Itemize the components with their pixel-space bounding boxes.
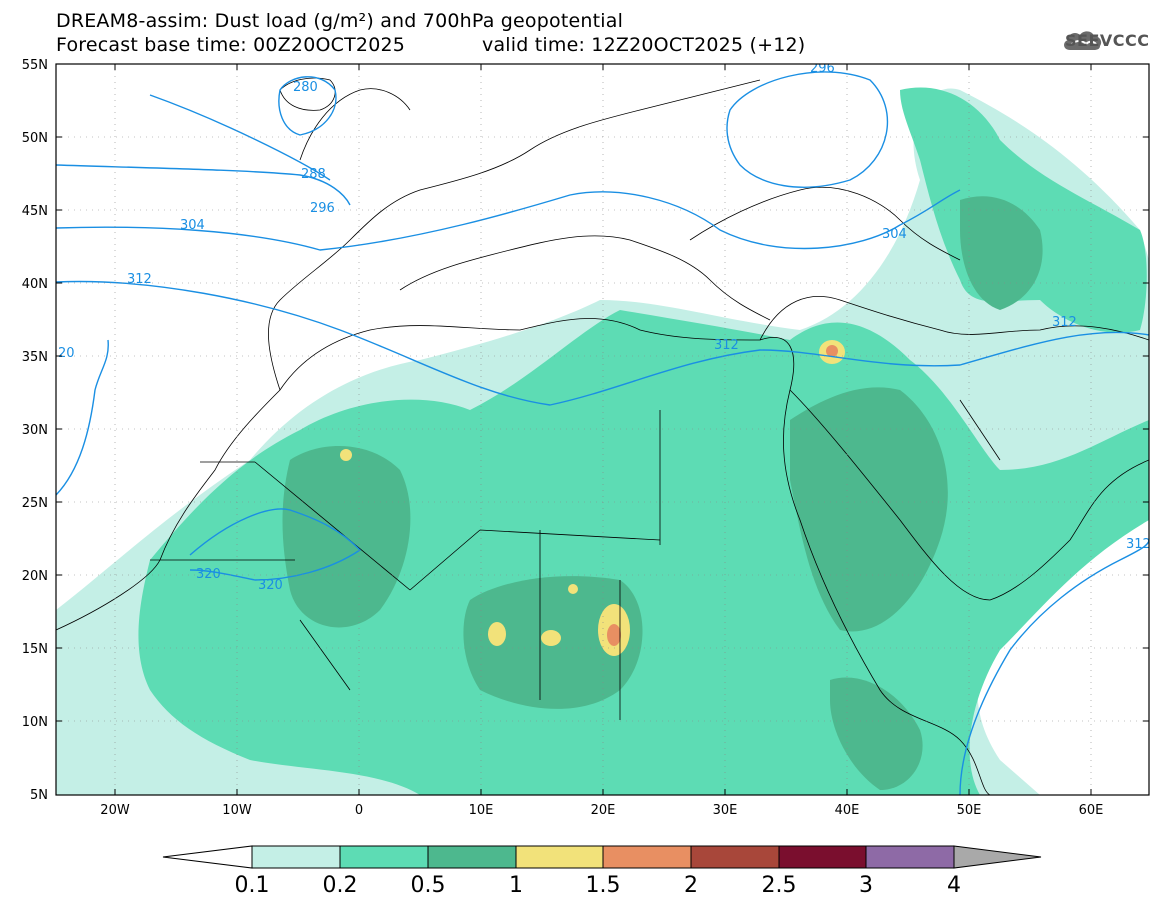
colorbar-bin xyxy=(427,845,517,869)
colorbar-label: 0.2 xyxy=(323,873,358,898)
colorbar-label: 4 xyxy=(947,873,961,898)
colorbar-label: 0.1 xyxy=(235,873,270,898)
lat-label: 30N xyxy=(22,423,48,438)
lon-label: 60E xyxy=(1079,803,1104,818)
contour-label: 296 xyxy=(310,201,335,216)
colorbar-low-arrow xyxy=(162,845,253,869)
contour-label: 280 xyxy=(293,80,318,95)
lat-label: 10N xyxy=(22,715,48,730)
contour-label: 312 xyxy=(1126,537,1151,552)
colorbar-labels: 0.1 0.2 0.5 1 1.5 2 2.5 3 4 xyxy=(235,873,962,898)
colorbar-bin xyxy=(690,845,780,869)
colorbar-bin xyxy=(515,845,604,869)
lat-label: 55N xyxy=(22,58,48,73)
lat-label: 50N xyxy=(22,131,48,146)
contour-labels: 280 288 296 304 312 304 296 312 312 320 … xyxy=(58,61,1151,593)
lon-label: 20W xyxy=(100,803,130,818)
lat-label: 40N xyxy=(22,277,48,292)
lat-label: 45N xyxy=(22,204,48,219)
lon-label: 10W xyxy=(222,803,252,818)
colorbar: 0.1 0.2 0.5 1 1.5 2 2.5 3 4 xyxy=(162,845,1042,898)
lon-label: 20E xyxy=(591,803,616,818)
lon-label: 30E xyxy=(713,803,738,818)
lat-label: 5N xyxy=(30,788,48,803)
lat-label: 35N xyxy=(22,350,48,365)
contour-label: 304 xyxy=(180,218,205,233)
lat-label: 15N xyxy=(22,642,48,657)
lon-label: 50E xyxy=(957,803,982,818)
colorbar-bin xyxy=(251,845,341,869)
contour-label: 320 xyxy=(258,578,283,593)
lat-axis xyxy=(56,63,1149,722)
colorbar-bin xyxy=(778,845,867,869)
lon-label: 0 xyxy=(355,803,363,818)
lat-label: 20N xyxy=(22,569,48,584)
contour-label: 304 xyxy=(882,227,907,242)
colorbar-label: 1 xyxy=(509,873,523,898)
lon-label: 10E xyxy=(469,803,494,818)
contour-label: 312 xyxy=(1052,315,1077,330)
colorbar-label: 0.5 xyxy=(411,873,446,898)
map-title: DREAM8-assim: Dust load (g/m²) and 700hP… xyxy=(56,10,624,32)
lat-labels: 55N 50N 45N 40N 35N 30N 25N 20N 15N 10N … xyxy=(22,58,48,803)
colorbar-bin xyxy=(339,845,429,869)
dust-field-0-5 xyxy=(282,196,1043,790)
colorbar-high-arrow xyxy=(953,845,1042,869)
colorbar-label: 1.5 xyxy=(586,873,621,898)
contour-label: 288 xyxy=(301,167,326,182)
lat-label: 25N xyxy=(22,496,48,511)
lon-label: 40E xyxy=(835,803,860,818)
colorbar-bin xyxy=(865,845,955,869)
graticule xyxy=(56,64,1149,795)
contour-label: 312 xyxy=(714,338,739,353)
lon-axis xyxy=(114,64,1092,795)
contour-label: 320 xyxy=(196,567,221,582)
dust-field-1-5 xyxy=(607,345,838,646)
colorbar-label: 2 xyxy=(684,873,698,898)
lon-labels: 20W 10W 0 10E 20E 30E 40E 50E 60E xyxy=(100,803,1103,818)
valid-time: valid time: 12Z20OCT2025 (+12) xyxy=(482,34,806,56)
colorbar-label: 2.5 xyxy=(762,873,797,898)
cloud-logo-icon xyxy=(1064,31,1102,50)
contour-label: 312 xyxy=(127,272,152,287)
contour-label: 296 xyxy=(810,61,835,76)
logo-text: SEEVCCC xyxy=(1065,31,1150,50)
coastlines xyxy=(56,77,1149,795)
dust-field-1 xyxy=(340,340,845,656)
contour-label: 20 xyxy=(58,346,75,361)
geopotential-contours xyxy=(56,71,1149,795)
colorbar-bin xyxy=(602,845,692,869)
colorbar-label: 3 xyxy=(859,873,873,898)
forecast-base-time: Forecast base time: 00Z20OCT2025 xyxy=(56,34,406,56)
